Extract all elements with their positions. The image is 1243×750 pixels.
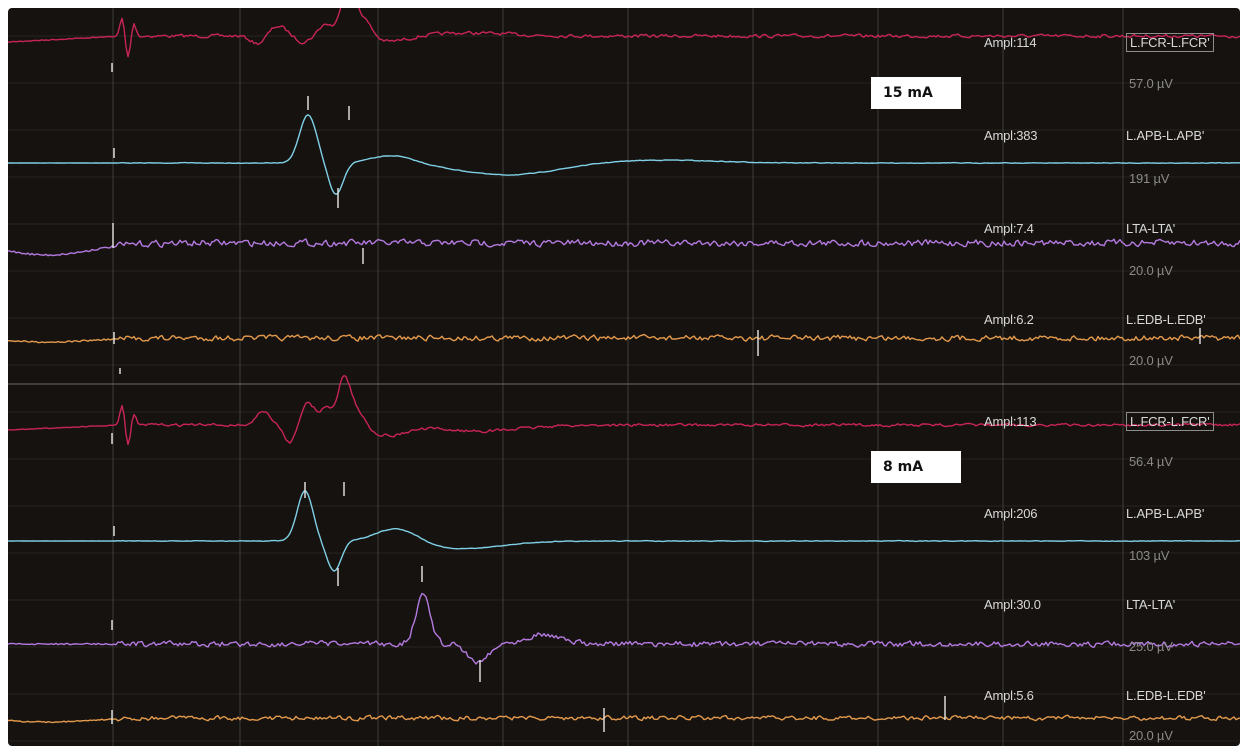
amplitude-label-apb-1: Ampl:383: [984, 128, 1038, 143]
lead-label-edb-1: L.EDB-L.EDB': [1126, 312, 1206, 327]
lead-label-apb-2: L.APB-L.APB': [1126, 506, 1205, 521]
trace-canvas: [8, 8, 1240, 746]
emg-recording-display: 15 mA Ampl:114 L.FCR-L.FCR' 57.0 µV Ampl…: [8, 8, 1240, 746]
trace-edb-panel-2: [8, 714, 1240, 724]
stimulus-label-panel-1: 15 mA: [871, 77, 961, 109]
amplitude-label-ta-1: Ampl:7.4: [984, 221, 1034, 236]
amplitude-label-edb-1: Ampl:6.2: [984, 312, 1034, 327]
lead-label-apb-1: L.APB-L.APB': [1126, 128, 1205, 143]
lead-label-edb-2: L.EDB-L.EDB': [1126, 688, 1206, 703]
lead-label-fcr-1: L.FCR-L.FCR': [1126, 33, 1214, 52]
trace-ta-panel-2: [8, 592, 1240, 665]
amplitude-label-apb-2: Ampl:206: [984, 506, 1038, 521]
scale-label-fcr-2: 56.4 µV: [1129, 454, 1173, 469]
trace-apb-panel-1: [8, 114, 1240, 195]
amplitude-label-ta-2: Ampl:30.0: [984, 597, 1041, 612]
trace-fcr-panel-2: [8, 374, 1240, 446]
amplitude-label-fcr-1: Ampl:114: [984, 35, 1037, 50]
scale-label-apb-1: 191 µV: [1129, 171, 1170, 186]
trace-apb-panel-2: [8, 490, 1240, 572]
lead-label-fcr-2: L.FCR-L.FCR': [1126, 412, 1214, 431]
scale-label-apb-2: 103 µV: [1129, 548, 1170, 563]
stimulus-label-panel-2: 8 mA: [871, 451, 961, 483]
amplitude-label-edb-2: Ampl:5.6: [984, 688, 1034, 703]
scale-label-fcr-1: 57.0 µV: [1129, 76, 1173, 91]
scale-label-ta-1: 20.0 µV: [1129, 263, 1173, 278]
lead-label-ta-1: LTA-LTA': [1126, 221, 1176, 236]
scale-label-edb-1: 20.0 µV: [1129, 353, 1173, 368]
scale-label-edb-2: 20.0 µV: [1129, 728, 1173, 743]
trace-ta-panel-1: [8, 238, 1240, 257]
scale-label-ta-2: 25.0 µV: [1129, 639, 1173, 654]
trace-edb-panel-1: [8, 333, 1240, 344]
trace-fcr-panel-1: [8, 8, 1240, 58]
lead-label-ta-2: LTA-LTA': [1126, 597, 1176, 612]
amplitude-label-fcr-2: Ampl:113: [984, 414, 1037, 429]
